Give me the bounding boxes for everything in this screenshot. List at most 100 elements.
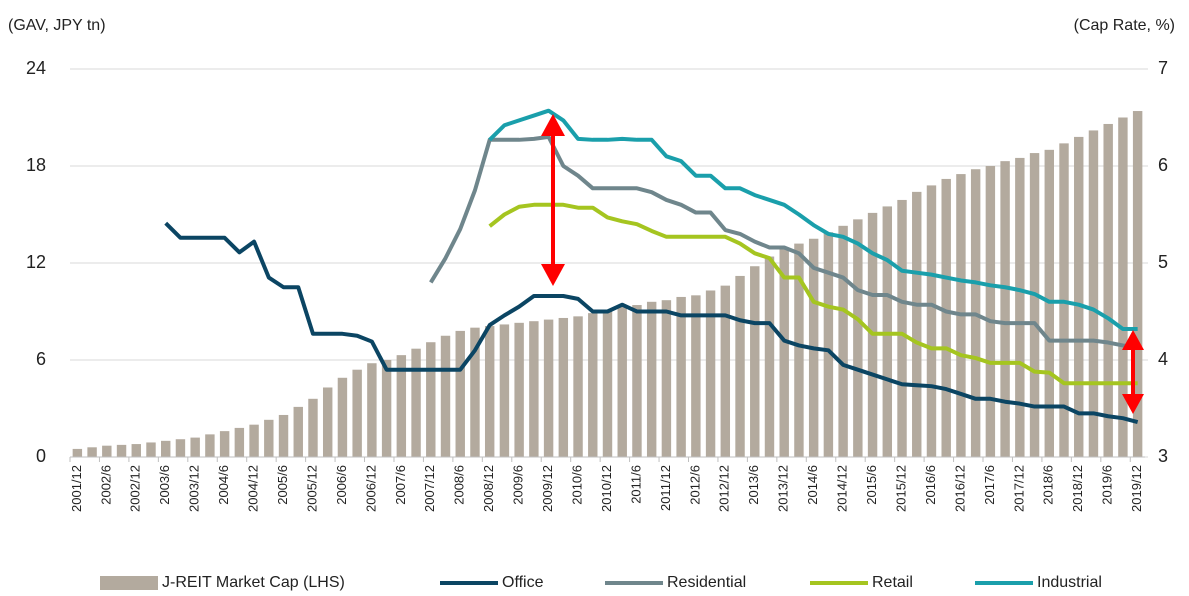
y-tick-label: 12: [26, 252, 46, 272]
legend-label: J-REIT Market Cap (LHS): [162, 574, 345, 591]
x-tick-label: 2019/12: [1129, 465, 1144, 512]
bar: [411, 348, 421, 457]
bar: [632, 305, 642, 457]
bar: [131, 444, 141, 457]
x-tick-label: 2011/12: [658, 465, 673, 511]
x-tick-label: 2010/6: [569, 465, 584, 505]
arrow-head: [1122, 330, 1144, 350]
axes: 0 6 12 18 24 3 4 5 6 7 2001/12 2002/6 2002/12 2003/6 2…: [26, 58, 1168, 512]
y2-tick-label: 3: [1158, 446, 1168, 466]
line: [488, 202, 1138, 386]
bar: [617, 306, 627, 457]
line: [164, 221, 1139, 425]
x-tick-label: 2018/12: [1070, 465, 1085, 512]
bar: [161, 440, 171, 457]
bar: [381, 360, 392, 457]
x-tick-label: 2015/6: [864, 465, 879, 505]
x-tick-label: 2009/12: [540, 465, 555, 512]
bar: [646, 301, 657, 457]
x-tick-label: 2003/6: [157, 465, 172, 505]
bar: [396, 355, 407, 457]
x-tick-label: 2012/12: [717, 465, 732, 512]
bar: [367, 363, 377, 457]
y2-tick-label: 4: [1158, 349, 1168, 369]
x-tick-label: 2004/6: [216, 465, 231, 505]
bar: [514, 322, 524, 457]
bar: [985, 166, 996, 457]
bar: [234, 427, 245, 457]
legend-label: Residential: [667, 574, 746, 591]
bar: [426, 342, 436, 457]
y-tick-label: 24: [26, 58, 46, 78]
x-tick-label: 2017/6: [982, 465, 997, 505]
bar: [146, 442, 156, 457]
bar: [175, 439, 186, 457]
bar: [705, 290, 716, 457]
arrow-head: [1122, 394, 1144, 414]
bar: [470, 327, 480, 457]
bar: [1103, 123, 1113, 457]
bar: [823, 232, 834, 457]
bar: [941, 178, 951, 457]
x-tick-label: 2012/6: [687, 465, 702, 505]
y-tick-label: 18: [26, 155, 46, 175]
bar: [794, 243, 804, 457]
x-tick-label: 2018/6: [1041, 465, 1056, 505]
x-tick-label: 2008/6: [452, 465, 467, 505]
bar: [1029, 153, 1040, 458]
x-tick-label: 2002/12: [128, 465, 143, 512]
y2-axis-label: (Cap Rate, %): [1074, 17, 1175, 34]
bar: [882, 206, 893, 457]
bar: [853, 219, 863, 457]
bar: [293, 406, 303, 457]
x-tick-label: 2006/6: [334, 465, 349, 505]
legend: J-REIT Market Cap (LHS) Office Residential…: [100, 574, 1102, 591]
bar: [1015, 157, 1025, 457]
x-tick-label: 2001/12: [69, 465, 84, 512]
x-tick-label: 2011/6: [628, 465, 643, 504]
arrow-head: [541, 264, 565, 286]
y2-tick-label: 6: [1158, 155, 1168, 175]
bar: [278, 414, 289, 457]
bar: [308, 398, 318, 457]
x-tick-label: 2006/12: [363, 465, 378, 512]
bar: [529, 321, 539, 457]
y2-tick-label: 5: [1158, 252, 1168, 272]
line: [488, 108, 1138, 331]
bar: [337, 377, 348, 457]
x-tick-label: 2010/12: [599, 465, 614, 512]
bar: [661, 300, 672, 457]
bar: [602, 309, 613, 457]
x-tick-label: 2013/12: [776, 465, 791, 512]
bar: [750, 266, 760, 457]
x-tick-label: 2015/12: [893, 465, 908, 512]
bar: [484, 326, 495, 457]
x-tick-label: 2017/12: [1011, 465, 1026, 512]
x-tick-label: 2016/6: [923, 465, 938, 505]
y2-tick-label: 7: [1158, 58, 1168, 78]
legend-label: Industrial: [1037, 574, 1102, 591]
x-tick-label: 2004/12: [246, 465, 261, 512]
x-tick-label: 2014/6: [805, 465, 820, 505]
bar: [219, 431, 230, 457]
bar: [499, 324, 510, 457]
x-tick-label: 2016/12: [952, 465, 967, 512]
legend-label: Retail: [872, 574, 913, 591]
bar: [543, 319, 554, 457]
bar: [897, 199, 907, 457]
x-tick-label: 2002/6: [98, 465, 113, 505]
bar: [779, 248, 789, 457]
bar: [205, 434, 215, 457]
bar: [691, 295, 701, 457]
x-tick-label: 2005/6: [275, 465, 290, 505]
legend-label: Office: [502, 574, 544, 591]
bar: [912, 191, 922, 457]
x-tick-label: 2008/12: [481, 465, 496, 512]
bar: [352, 369, 362, 457]
lines: [164, 108, 1139, 425]
bar: [1000, 161, 1010, 457]
bar: [1088, 130, 1099, 457]
annotation-arrows: [541, 114, 1144, 414]
bar: [764, 256, 775, 457]
bar: [676, 296, 686, 457]
